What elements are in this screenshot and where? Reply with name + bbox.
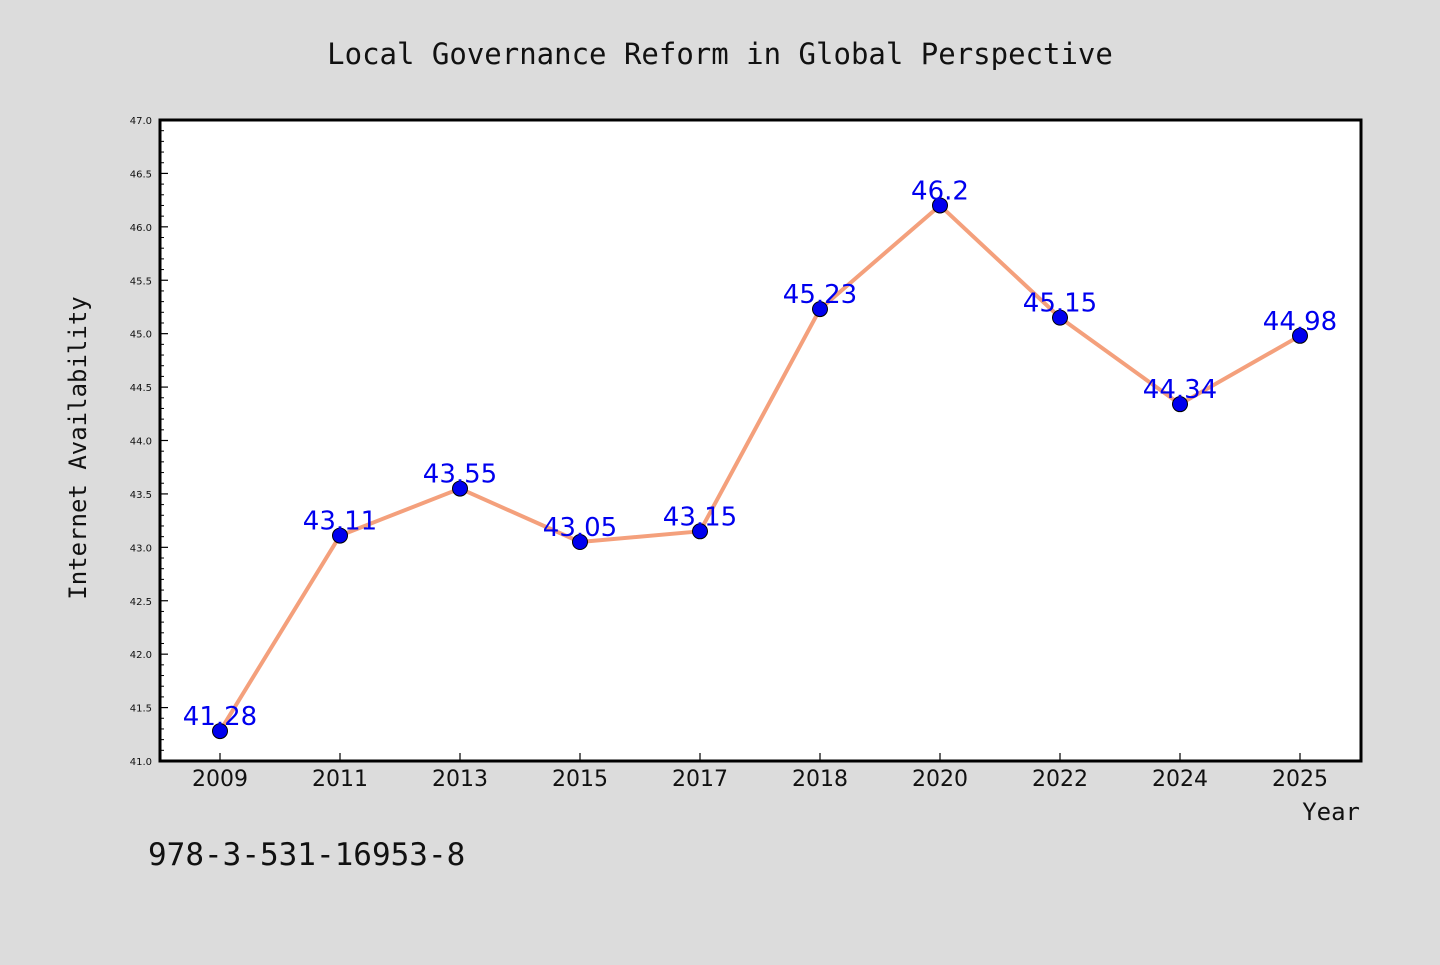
x-tick-label: 2025 — [1272, 767, 1328, 792]
y-tick-label: 43.5 — [130, 490, 152, 501]
data-label: 45.15 — [1023, 289, 1097, 319]
x-tick-label: 2011 — [312, 767, 368, 792]
data-label: 43.11 — [303, 507, 377, 537]
data-point — [572, 533, 588, 550]
isbn-annotation: 978-3-531-16953-8 — [148, 837, 465, 873]
plot-area — [160, 120, 1361, 761]
y-tick-label: 44.5 — [130, 383, 152, 394]
y-tick-label: 45.0 — [130, 330, 152, 341]
data-point — [932, 197, 948, 214]
x-tick-label: 2018 — [792, 767, 848, 792]
data-label: 44.98 — [1263, 307, 1337, 337]
x-axis: 2009 2011 2013 2015 2017 2018 2020 2022 2024 2025 — [192, 753, 1328, 792]
data-label: 43.15 — [663, 502, 737, 532]
series-layer: 41.28 43.11 43.55 43.05 43.15 45.23 46.2 45.15 4… — [183, 176, 1337, 740]
data-label: 44.34 — [1143, 375, 1217, 405]
y-axis: 41.0 41.5 42.0 42.5 43.0 43.5 44.0 44.5 45.0 45.5… — [130, 116, 168, 768]
x-tick-label: 2017 — [672, 767, 728, 792]
data-label: 45.23 — [783, 280, 857, 310]
y-tick-label: 46.5 — [130, 169, 152, 180]
data-point — [212, 723, 228, 740]
data-point — [1052, 309, 1068, 326]
series-line — [218, 203, 1302, 734]
x-tick-label: 2013 — [432, 767, 488, 792]
data-label: 41.28 — [183, 702, 257, 732]
y-tick-label: 42.0 — [130, 650, 152, 661]
data-point — [1292, 327, 1308, 344]
x-tick-label: 2022 — [1032, 767, 1088, 792]
data-label: 43.55 — [423, 460, 497, 490]
y-axis-title: Internet Availability — [64, 296, 92, 599]
y-tick-label: 47.0 — [130, 116, 152, 127]
x-tick-label: 2024 — [1152, 767, 1208, 792]
x-tick-label: 2009 — [192, 767, 248, 792]
y-tick-label: 44.0 — [130, 437, 152, 448]
chart-title: Local Governance Reform in Global Perspe… — [327, 37, 1113, 71]
data-point — [452, 480, 468, 497]
x-tick-label: 2015 — [552, 767, 608, 792]
y-tick-label: 42.5 — [130, 597, 152, 608]
data-label: 46.2 — [911, 176, 969, 206]
x-tick-label: 2020 — [912, 767, 968, 792]
data-point — [1172, 396, 1188, 413]
data-point — [812, 301, 828, 318]
y-tick-label: 45.5 — [130, 276, 152, 287]
y-tick-label: 46.0 — [130, 223, 152, 234]
data-point — [332, 527, 348, 544]
x-axis-title: Year — [1302, 798, 1360, 826]
data-label: 43.05 — [543, 513, 617, 543]
y-tick-label: 41.5 — [130, 704, 152, 715]
plot-frame — [158, 118, 1363, 763]
data-point — [692, 523, 708, 540]
y-tick-label: 41.0 — [130, 757, 152, 768]
y-tick-label: 43.0 — [130, 543, 152, 554]
